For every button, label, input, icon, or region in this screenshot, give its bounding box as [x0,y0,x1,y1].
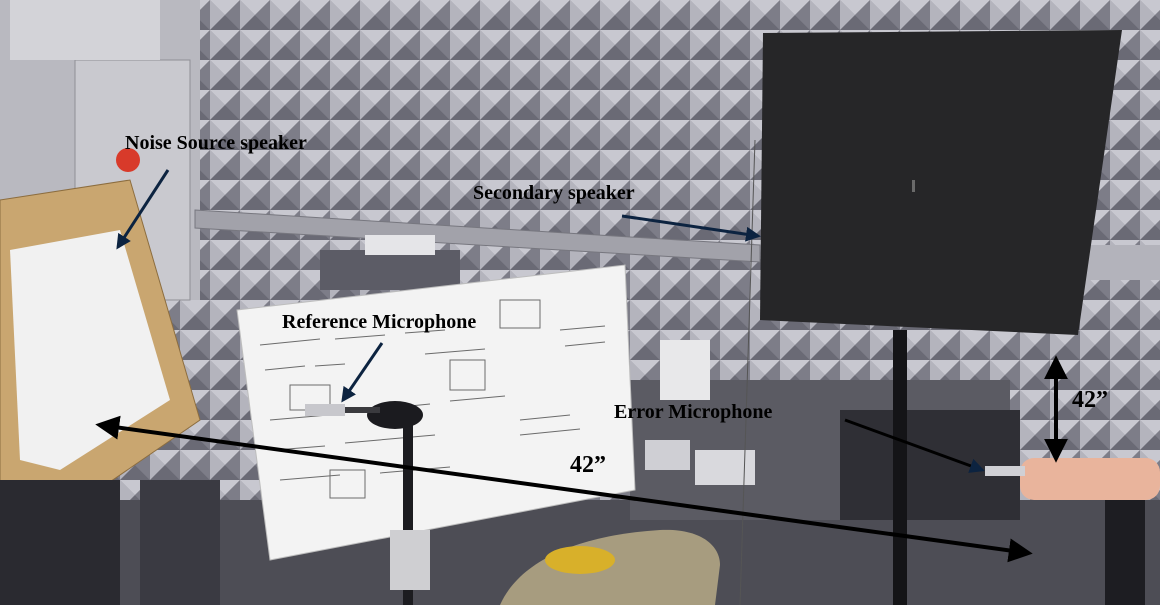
vertical-distance-label: 42” [1072,387,1108,413]
wall-rail-right [1085,245,1160,280]
secondary-speaker-label: Secondary speaker [473,182,635,204]
error-mic-holder [1020,458,1160,500]
reference-mic-pointer-arrow [341,342,384,403]
reference-mic-body [305,404,345,416]
error-mic-stand [1105,500,1145,605]
red-sticker [116,148,140,172]
secondary-speaker-panel [760,30,1122,335]
box-on-shelf [320,250,460,290]
noise-source-speaker-cone [10,230,170,470]
yellow-cup [545,546,615,574]
white-device [660,340,710,400]
secondary-speaker-pointer-arrow [621,214,761,242]
noise-source-speaker-label: Noise Source speaker [125,132,307,154]
error-microphone-label: Error Microphone [614,401,773,423]
error-mic-body [985,466,1025,476]
horizontal-distance-arrow [95,415,1033,563]
reference-mic-clip [367,401,423,429]
wall-rail [194,209,761,263]
secondary-speaker-stand [893,330,907,605]
horizontal-distance-label: 42” [570,452,606,478]
noise-source-pointer-arrow [116,169,170,250]
reference-microphone-label: Reference Microphone [282,311,477,333]
